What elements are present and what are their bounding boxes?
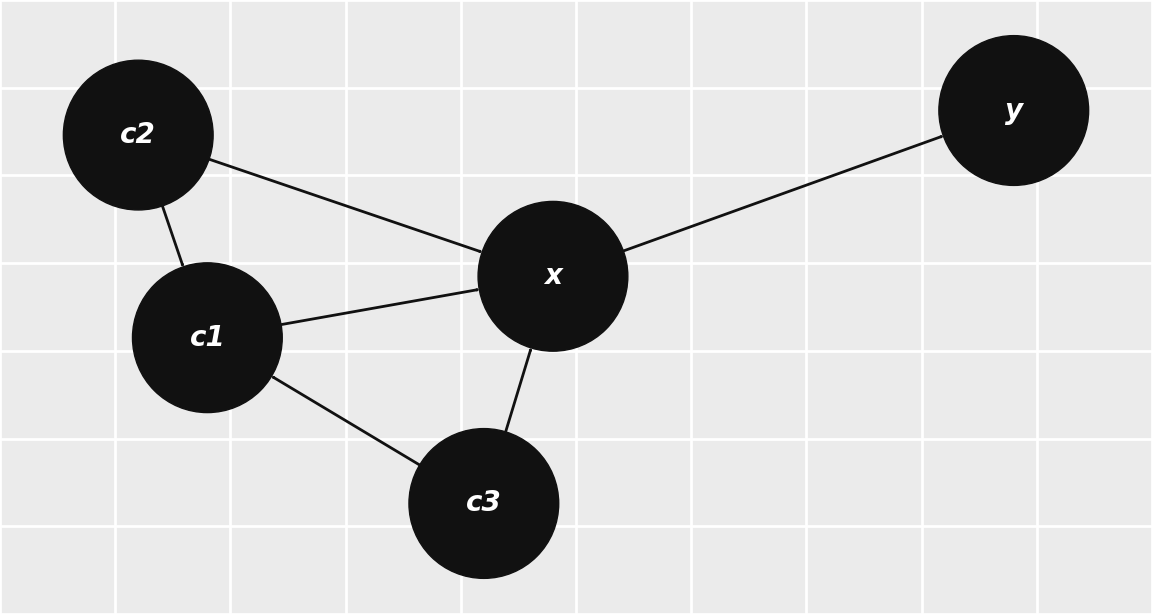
Ellipse shape bbox=[409, 429, 559, 578]
Ellipse shape bbox=[63, 60, 213, 210]
Text: x: x bbox=[544, 262, 562, 290]
Text: c2: c2 bbox=[120, 121, 157, 149]
Text: c1: c1 bbox=[189, 324, 226, 352]
Text: c3: c3 bbox=[465, 489, 502, 518]
Ellipse shape bbox=[132, 263, 282, 413]
Ellipse shape bbox=[478, 201, 628, 351]
Ellipse shape bbox=[939, 36, 1089, 185]
Text: y: y bbox=[1005, 96, 1023, 125]
